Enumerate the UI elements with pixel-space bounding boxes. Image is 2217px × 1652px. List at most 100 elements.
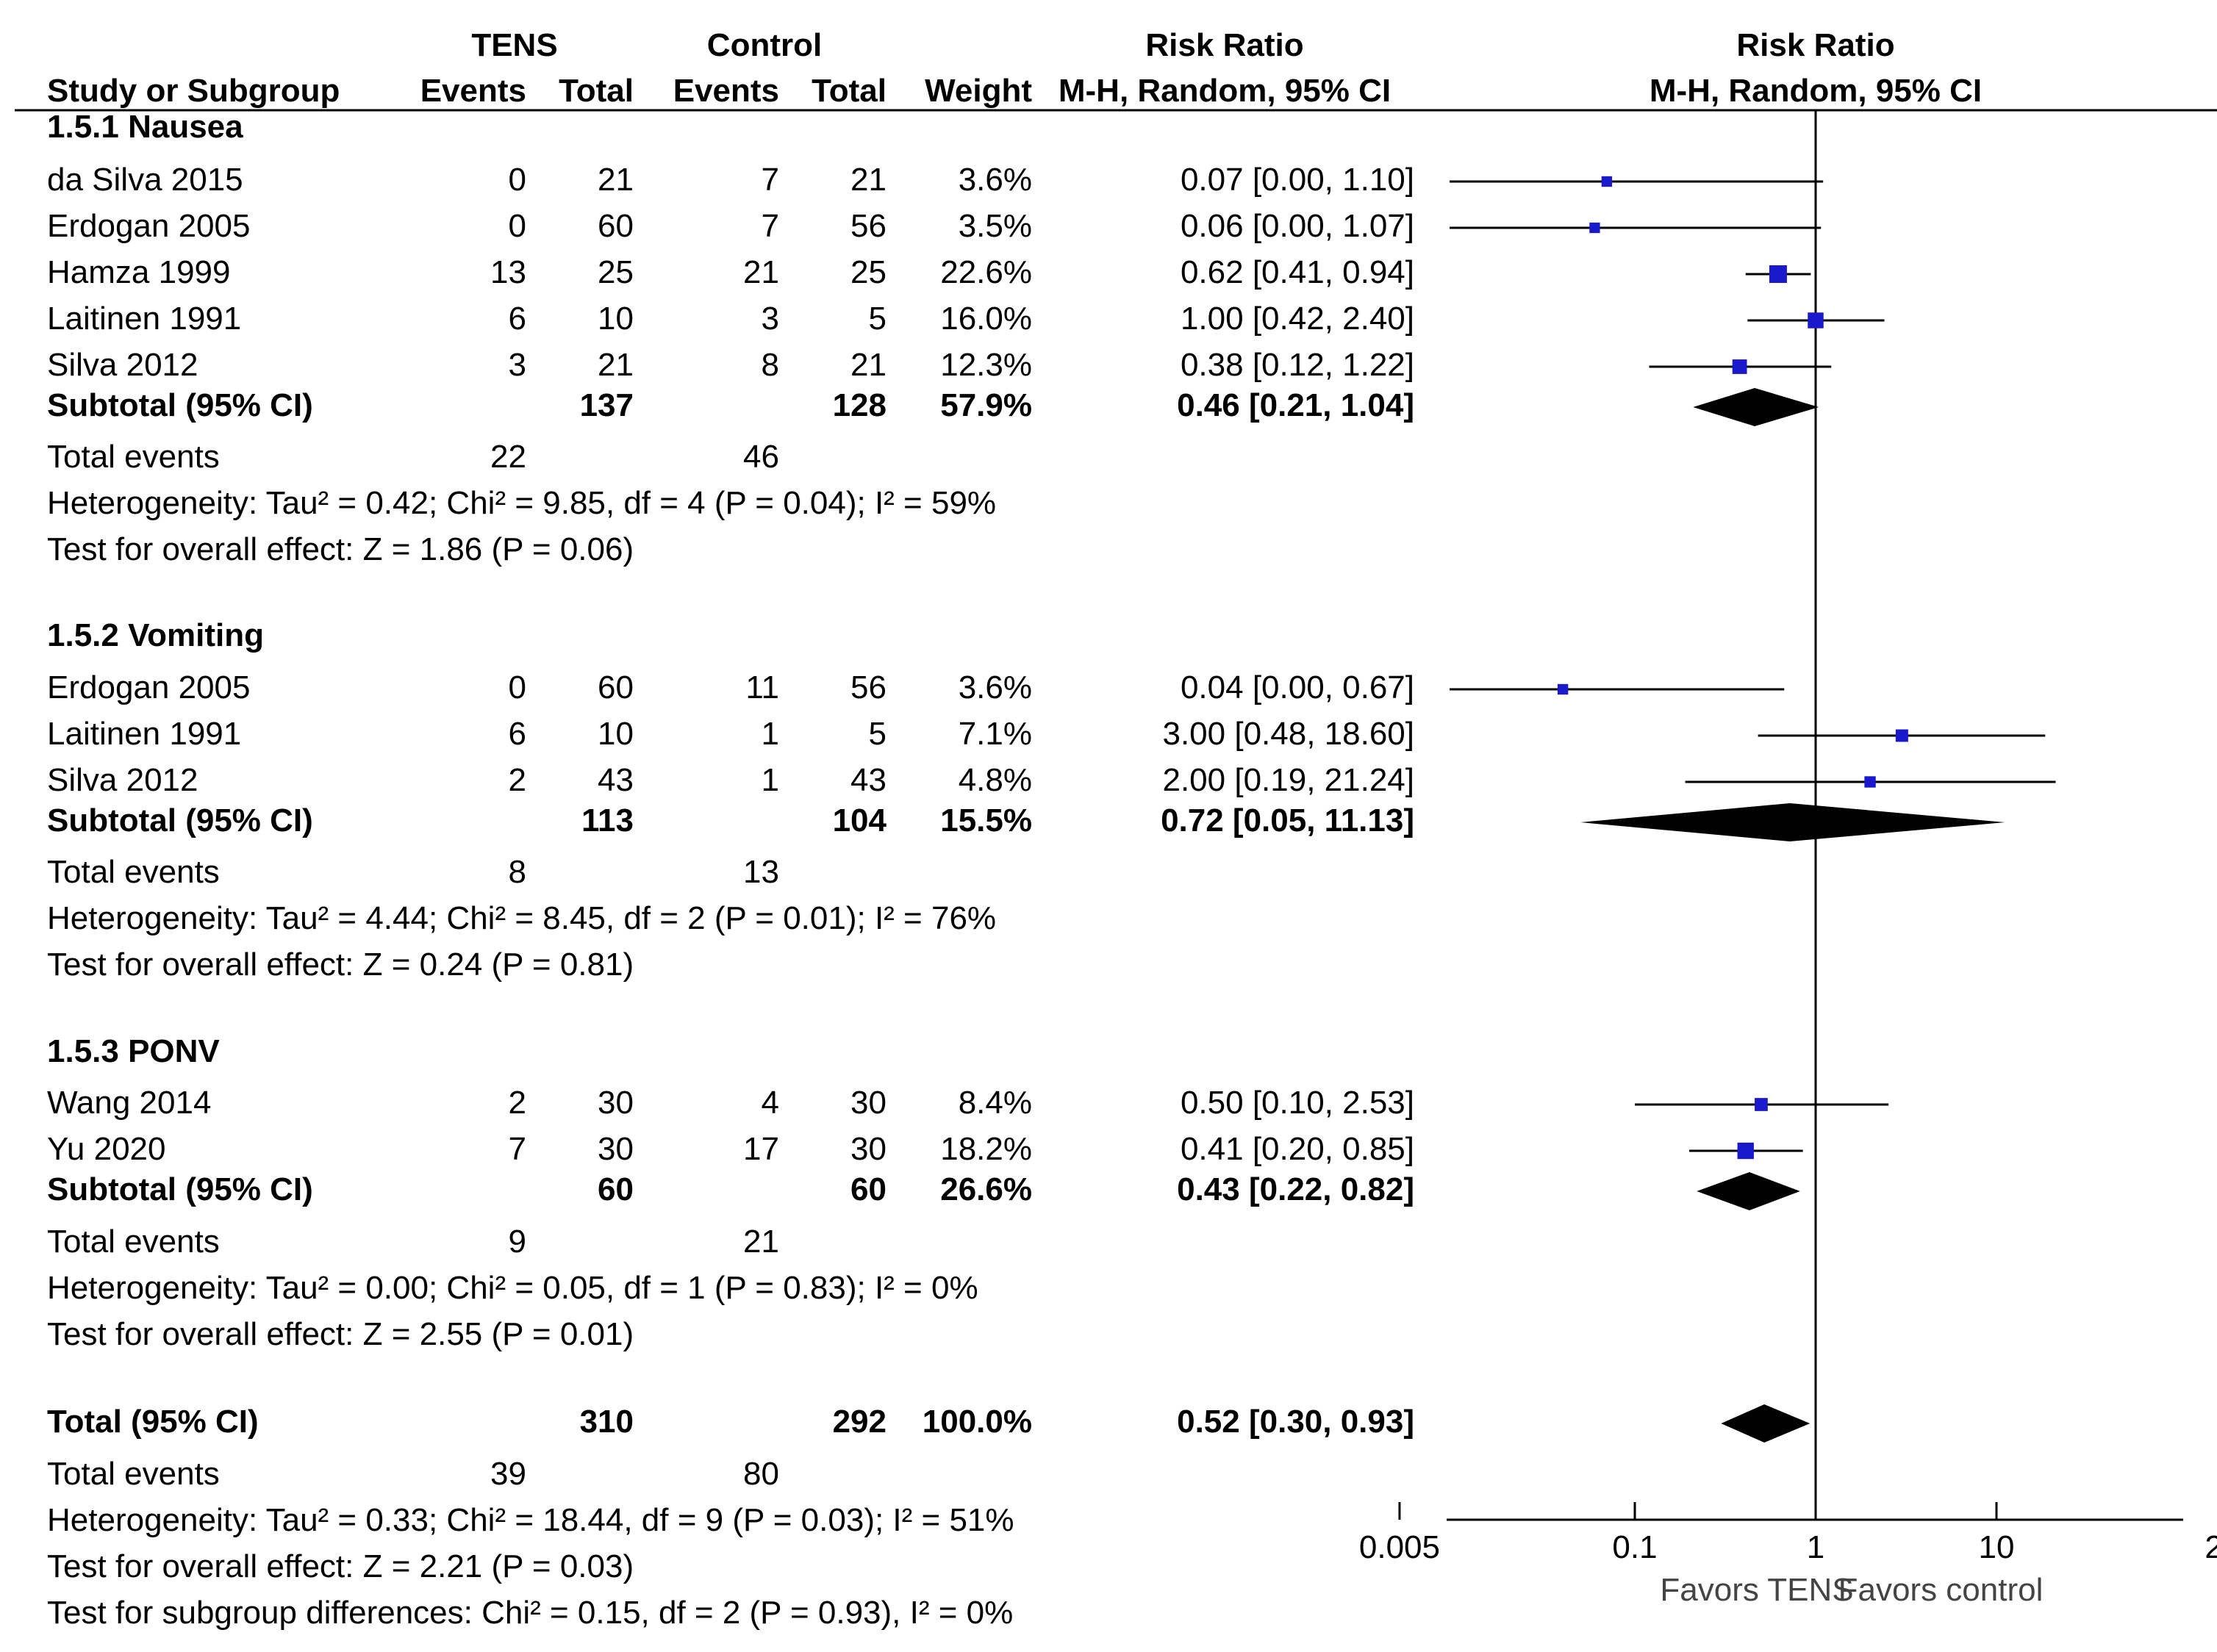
- total-events-label: Total events: [47, 854, 220, 890]
- study-weight: 22.6%: [940, 254, 1032, 290]
- header-total-tens: Total: [559, 73, 634, 109]
- subtotal-label: Subtotal (95% CI): [47, 387, 313, 423]
- tens-events: 2: [508, 1085, 526, 1121]
- total-events-label: Total events: [47, 1224, 220, 1260]
- tens-events: 6: [508, 301, 526, 337]
- study-ci: 0.50 [0.10, 2.53]: [1180, 1085, 1414, 1121]
- overall-effect-text: Test for overall effect: Z = 2.55 (P = 0…: [47, 1316, 634, 1352]
- study-weight: 3.5%: [958, 208, 1032, 244]
- subtotal-tens-total: 137: [579, 387, 634, 423]
- tens-total: 21: [598, 162, 634, 198]
- control-total: 21: [850, 162, 887, 198]
- control-events: 1: [761, 762, 779, 798]
- overall-effect-text: Test for overall effect: Z = 0.24 (P = 0…: [47, 947, 634, 983]
- study-marker: [1737, 1142, 1754, 1160]
- study-name: Erdogan 2005: [47, 208, 251, 244]
- control-events: 8: [761, 347, 779, 383]
- total-events-tens: 39: [490, 1456, 526, 1492]
- control-events: 3: [761, 301, 779, 337]
- study-ci: 3.00 [0.48, 18.60]: [1162, 716, 1414, 752]
- control-total: 30: [850, 1131, 887, 1167]
- subtotal-tens-total: 113: [581, 802, 634, 838]
- subtotal-diamond: [1697, 1172, 1800, 1210]
- study-name: Hamza 1999: [47, 254, 231, 290]
- study-marker: [1769, 265, 1787, 283]
- study-marker: [1755, 1098, 1768, 1111]
- control-total: 56: [850, 669, 887, 705]
- study-ci: 0.41 [0.20, 0.85]: [1180, 1131, 1414, 1167]
- subtotal-diamond: [1693, 388, 1819, 426]
- header-total-control: Total: [812, 73, 887, 109]
- tens-events: 6: [508, 716, 526, 752]
- tens-events: 3: [508, 347, 526, 383]
- study-weight: 3.6%: [958, 669, 1032, 705]
- x-tick-label: 200: [2205, 1529, 2217, 1565]
- study-ci: 0.04 [0.00, 0.67]: [1180, 669, 1414, 705]
- heterogeneity-text: Heterogeneity: Tau² = 0.00; Chi² = 0.05,…: [47, 1270, 978, 1306]
- study-name: Wang 2014: [47, 1085, 212, 1121]
- study-name: Silva 2012: [47, 762, 198, 798]
- favors-right-label: Favors control: [1838, 1572, 2044, 1608]
- total-tens-total: 310: [579, 1404, 634, 1440]
- study-marker: [1808, 312, 1824, 328]
- total-events-tens: 8: [508, 854, 526, 890]
- study-name: Erdogan 2005: [47, 669, 251, 705]
- subtotal-weight: 57.9%: [940, 387, 1032, 423]
- study-marker: [1601, 176, 1613, 187]
- subtotal-control-total: 104: [832, 802, 887, 838]
- total-events-label: Total events: [47, 439, 220, 475]
- x-tick-label: 1: [1807, 1529, 1824, 1565]
- total-label: Total (95% CI): [47, 1404, 259, 1440]
- study-marker: [1864, 776, 1876, 788]
- study-weight: 12.3%: [940, 347, 1032, 383]
- study-weight: 3.6%: [958, 162, 1032, 198]
- heterogeneity-text: Heterogeneity: Tau² = 0.42; Chi² = 9.85,…: [47, 485, 997, 521]
- subtotal-tens-total: 60: [598, 1171, 634, 1207]
- header-method-plot: M-H, Random, 95% CI: [1649, 73, 1983, 109]
- control-total: 25: [850, 254, 887, 290]
- tens-events: 2: [508, 762, 526, 798]
- header-study: Study or Subgroup: [47, 73, 340, 109]
- study-weight: 4.8%: [958, 762, 1032, 798]
- study-marker: [1895, 729, 1908, 742]
- subtotal-control-total: 60: [850, 1171, 887, 1207]
- tens-events: 13: [490, 254, 526, 290]
- control-events: 21: [743, 254, 779, 290]
- header-method: M-H, Random, 95% CI: [1058, 73, 1392, 109]
- subtotal-label: Subtotal (95% CI): [47, 802, 313, 838]
- study-ci: 2.00 [0.19, 21.24]: [1162, 762, 1414, 798]
- subtotal-label: Subtotal (95% CI): [47, 1171, 313, 1207]
- study-name: Laitinen 1991: [47, 716, 242, 752]
- tens-total: 60: [598, 208, 634, 244]
- header-tens-group: TENS: [471, 27, 558, 63]
- study-name: Yu 2020: [47, 1131, 166, 1167]
- subgroup-title: 1.5.3 PONV: [47, 1033, 220, 1069]
- tens-events: 0: [508, 162, 526, 198]
- study-name: Laitinen 1991: [47, 301, 242, 337]
- x-tick-label: 0.1: [1612, 1529, 1657, 1565]
- overall-effect-text: Test for overall effect: Z = 2.21 (P = 0…: [47, 1548, 634, 1584]
- tens-total: 60: [598, 669, 634, 705]
- header-risk-ratio-plot: Risk Ratio: [1736, 27, 1895, 63]
- control-total: 43: [850, 762, 887, 798]
- favors-left-label: Favors TENS: [1660, 1572, 1853, 1608]
- control-total: 5: [868, 716, 887, 752]
- total-events-tens: 22: [490, 439, 526, 475]
- control-events: 11: [745, 669, 779, 705]
- tens-total: 43: [598, 762, 634, 798]
- subtotal-weight: 15.5%: [940, 802, 1032, 838]
- subtotal-control-total: 128: [832, 387, 887, 423]
- study-weight: 18.2%: [940, 1131, 1032, 1167]
- control-total: 30: [850, 1085, 887, 1121]
- control-total: 5: [868, 301, 887, 337]
- header-risk-ratio: Risk Ratio: [1145, 27, 1304, 63]
- overall-effect-text: Test for overall effect: Z = 1.86 (P = 0…: [47, 531, 634, 567]
- tens-total: 30: [598, 1085, 634, 1121]
- control-events: 17: [743, 1131, 779, 1167]
- total-events-control: 21: [743, 1224, 779, 1260]
- study-marker: [1557, 683, 1569, 695]
- tens-total: 10: [598, 301, 634, 337]
- control-total: 56: [850, 208, 887, 244]
- total-weight: 100.0%: [922, 1404, 1032, 1440]
- subtotal-ci: 0.72 [0.05, 11.13]: [1161, 802, 1414, 838]
